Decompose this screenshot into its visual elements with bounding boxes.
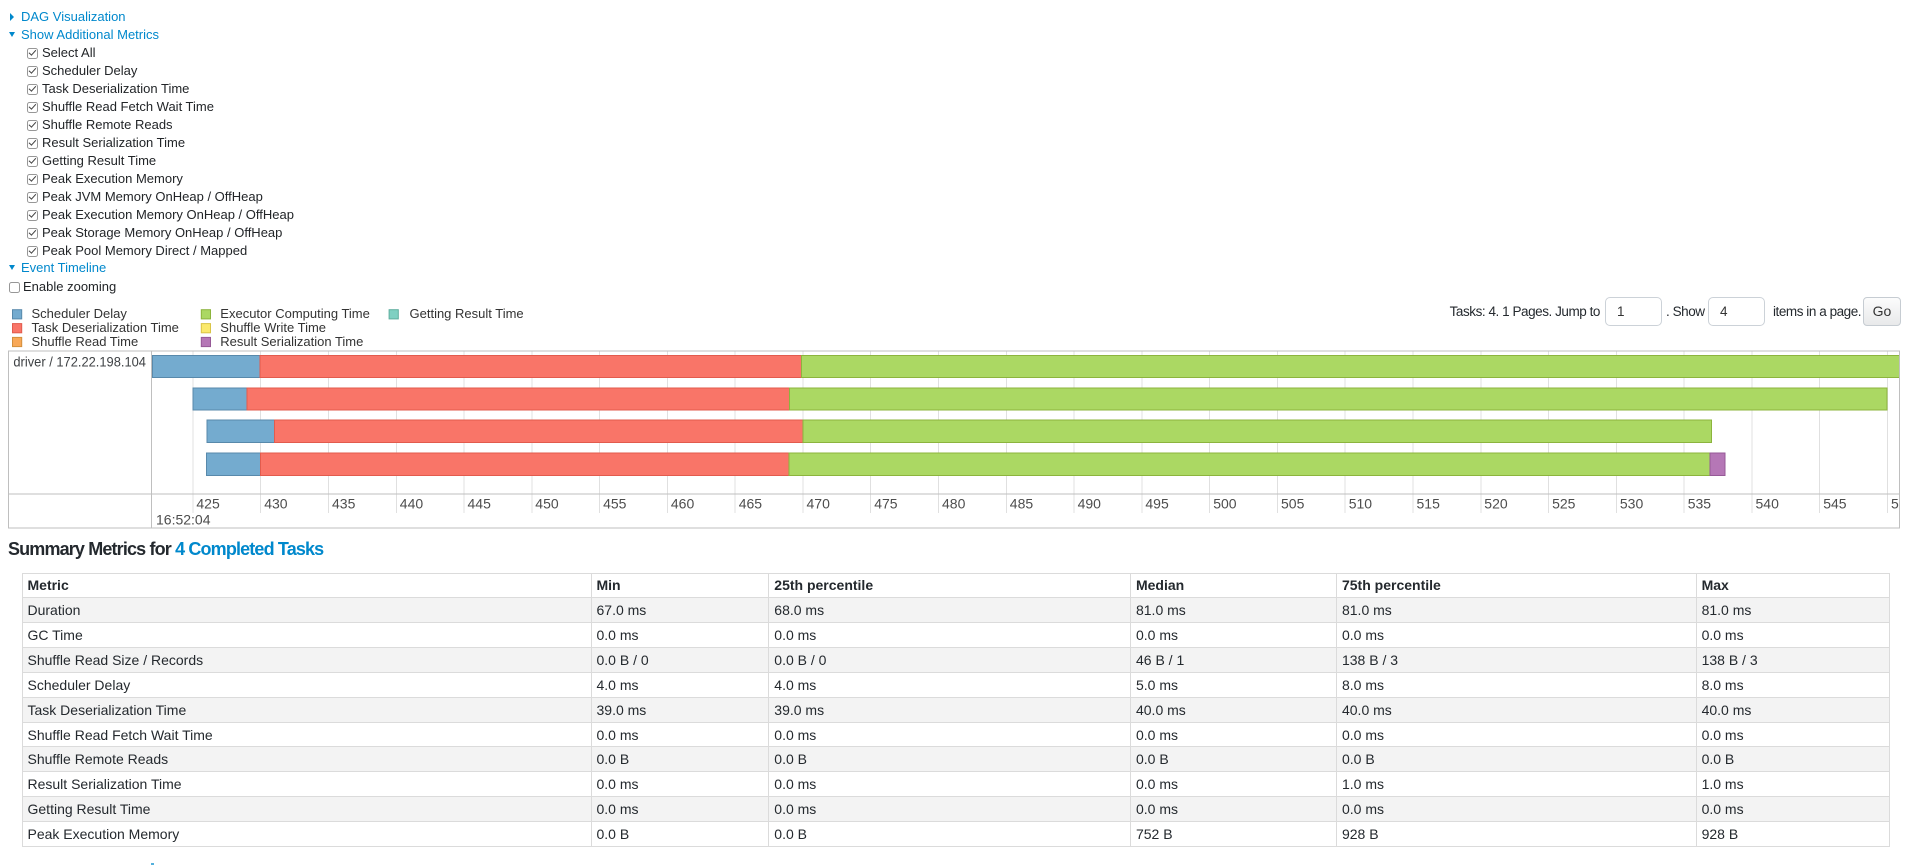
svg-text:465: 465 <box>739 496 763 512</box>
svg-text:545: 545 <box>1823 496 1847 512</box>
svg-text:505: 505 <box>1281 496 1305 512</box>
svg-text:430: 430 <box>264 496 288 512</box>
svg-text:435: 435 <box>332 496 356 512</box>
svg-text:525: 525 <box>1552 496 1576 512</box>
svg-text:485: 485 <box>1010 496 1034 512</box>
svg-text:520: 520 <box>1484 496 1508 512</box>
svg-text:530: 530 <box>1620 496 1644 512</box>
svg-text:510: 510 <box>1349 496 1373 512</box>
svg-text:495: 495 <box>1145 496 1169 512</box>
svg-text:440: 440 <box>400 496 424 512</box>
svg-text:driver / 172.22.198.104: driver / 172.22.198.104 <box>13 355 146 370</box>
svg-text:16:52:04: 16:52:04 <box>156 512 211 528</box>
svg-text:450: 450 <box>535 496 559 512</box>
svg-text:550: 550 <box>1891 496 1907 512</box>
svg-text:500: 500 <box>1213 496 1237 512</box>
svg-text:470: 470 <box>807 496 831 512</box>
svg-text:540: 540 <box>1756 496 1780 512</box>
svg-text:445: 445 <box>468 496 492 512</box>
svg-text:425: 425 <box>196 496 220 512</box>
svg-text:480: 480 <box>942 496 966 512</box>
svg-text:460: 460 <box>671 496 695 512</box>
svg-text:490: 490 <box>1078 496 1102 512</box>
svg-text:455: 455 <box>603 496 627 512</box>
svg-text:515: 515 <box>1417 496 1441 512</box>
svg-text:535: 535 <box>1688 496 1712 512</box>
svg-text:475: 475 <box>874 496 898 512</box>
